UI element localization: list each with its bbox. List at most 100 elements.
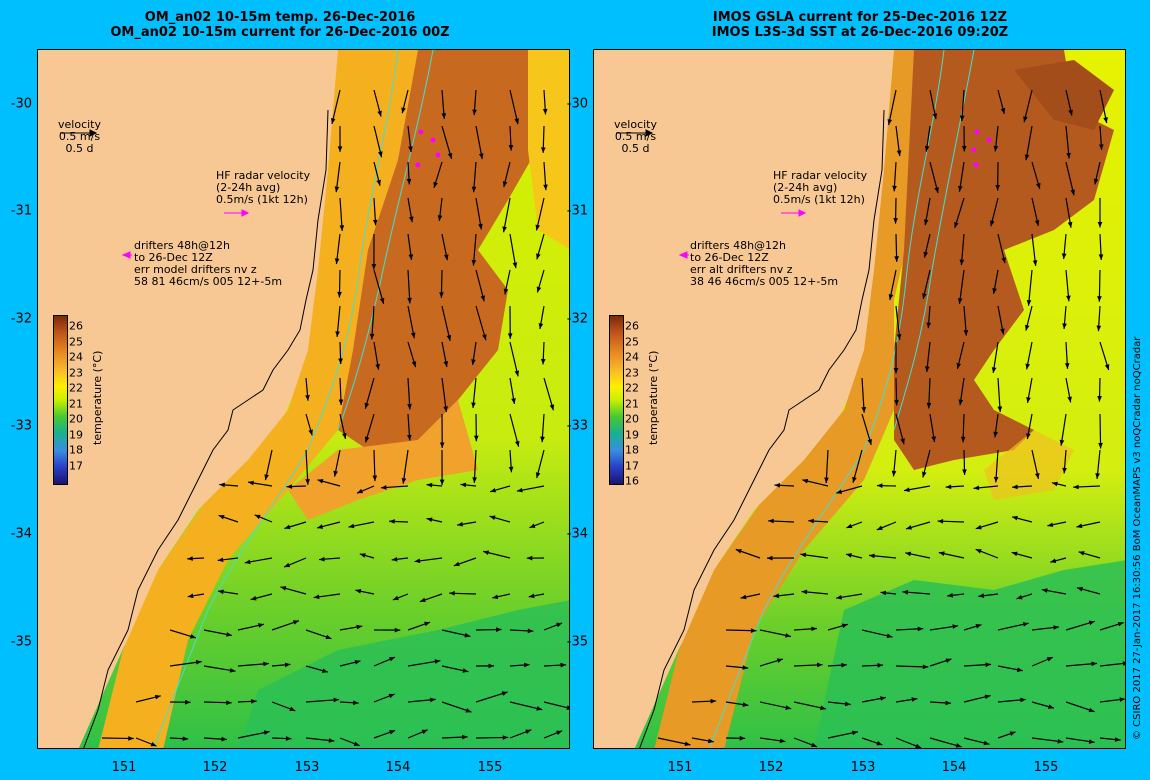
current-arrow-head (1097, 296, 1102, 302)
current-arrow-head (187, 593, 194, 599)
current-arrow-head (391, 556, 398, 562)
current-arrow-head (892, 185, 897, 192)
current-arrow-head (410, 332, 416, 339)
current-arrow-head (1096, 325, 1102, 332)
current-arrow (509, 341, 519, 377)
left-drifters-line2: to 26-Dec 12Z (134, 251, 213, 264)
current-arrow (407, 269, 411, 304)
current-arrow (305, 449, 309, 485)
right-hf-line2: (2-24h avg) (773, 181, 838, 194)
current-arrow-head (1034, 473, 1040, 479)
current-arrow-head (773, 593, 780, 599)
current-arrow-head (414, 558, 421, 564)
current-arrow-head (836, 594, 842, 600)
current-arrow-head (401, 107, 406, 114)
left-title-line1: OM_an02 10-15m temp. 26-Dec-2016 (144, 10, 416, 25)
current-arrow-head (379, 297, 385, 304)
current-arrow-head (437, 215, 443, 221)
current-arrow-head (434, 659, 441, 664)
colorbar-tick-label: 20 (625, 412, 639, 426)
x-tick-label: 151 (667, 760, 693, 775)
current-arrow-head (424, 621, 431, 627)
left-map[interactable] (37, 49, 570, 749)
current-arrow-head (284, 562, 291, 568)
current-arrow-head (471, 402, 476, 409)
current-arrow-head (861, 407, 867, 413)
current-arrow-head (896, 150, 902, 157)
x-tick-label: 152 (758, 760, 784, 775)
right-current-arrows (657, 89, 1125, 748)
left-hf-line2: (2-24h avg) (216, 181, 281, 194)
current-arrow-head (993, 431, 998, 438)
current-arrow-head (516, 487, 523, 493)
current-arrow-head (945, 658, 952, 663)
current-arrow-head (1076, 523, 1083, 529)
current-arrow-head (959, 259, 965, 266)
current-arrow-head (1098, 144, 1104, 150)
current-arrow-head (1067, 396, 1072, 403)
current-arrow-head (540, 436, 545, 443)
current-arrow-head (439, 292, 444, 298)
current-arrow-head (353, 741, 360, 746)
current-arrow-head (925, 366, 930, 373)
current-arrow-head (248, 480, 254, 486)
current-arrow-head (985, 662, 992, 668)
current-arrow-head (364, 402, 370, 409)
current-arrow-head (394, 627, 401, 633)
current-arrow (441, 125, 453, 160)
left-drifter-marker (121, 251, 131, 259)
current-arrow-head (426, 517, 433, 522)
current-arrow-head (540, 147, 546, 153)
current-arrow-head (1034, 219, 1040, 226)
current-arrow-head (406, 178, 412, 185)
left-warm-core (338, 50, 548, 450)
current-arrow-head (934, 187, 939, 194)
current-arrow-head (945, 700, 952, 706)
current-arrow (509, 413, 520, 447)
current-arrow-head (511, 398, 516, 404)
left-drifters-line4: 58 81 46cm/s 005 12+-5m (134, 275, 283, 288)
current-arrow-head (962, 469, 967, 475)
current-arrow-head (932, 113, 938, 120)
current-arrow-head (465, 708, 472, 713)
current-arrow-head (1041, 588, 1048, 593)
current-arrow-head (888, 294, 894, 300)
current-arrow-head (1009, 731, 1016, 736)
current-arrow-head (566, 705, 569, 710)
right-title-line1: IMOS GSLA current for 25-Dec-2016 12Z (712, 10, 1008, 25)
current-arrow (475, 691, 508, 703)
current-arrow-head (338, 399, 344, 406)
current-arrow-head (894, 399, 899, 406)
colorbar-tick-label: 20 (69, 412, 83, 426)
left-velocity-arrow (89, 129, 98, 137)
right-map[interactable] (593, 49, 1126, 749)
y-tick-label: -32 (566, 311, 588, 327)
current-arrow-head (852, 730, 858, 736)
current-arrow-head (285, 736, 292, 741)
current-arrow-head (1066, 152, 1071, 159)
colorbar-tick-label: 19 (625, 428, 639, 441)
current-arrow-head (308, 429, 313, 436)
current-arrow-head (339, 225, 345, 231)
x-tick-label: 152 (202, 760, 228, 775)
x-tick-label: 153 (294, 760, 320, 775)
current-arrow-head (852, 476, 857, 483)
left-drifters-legend: drifters 48h@12h to 26-Dec 12Z err model… (134, 240, 282, 288)
current-arrow-head (1000, 328, 1005, 335)
y-tick-label: -30 (10, 96, 32, 112)
current-arrow-head (952, 624, 959, 629)
colorbar-tick-label: 24 (69, 350, 83, 364)
current-arrow-head (443, 361, 449, 367)
current-arrow-head (922, 471, 927, 478)
current-arrow-head (372, 475, 378, 482)
current-arrow-head (508, 144, 514, 151)
current-arrow-head (507, 333, 513, 339)
current-arrow-head (560, 662, 567, 668)
right-hf-arrow (798, 209, 807, 217)
current-arrow-head (1088, 739, 1095, 744)
left-title-line2: OM_an02 10-15m current for 26-Dec-2016 0… (110, 25, 450, 40)
current-arrow-head (263, 730, 270, 735)
current-arrow-head (978, 593, 985, 599)
current-arrow-head (1104, 364, 1110, 371)
current-arrow (331, 89, 341, 125)
